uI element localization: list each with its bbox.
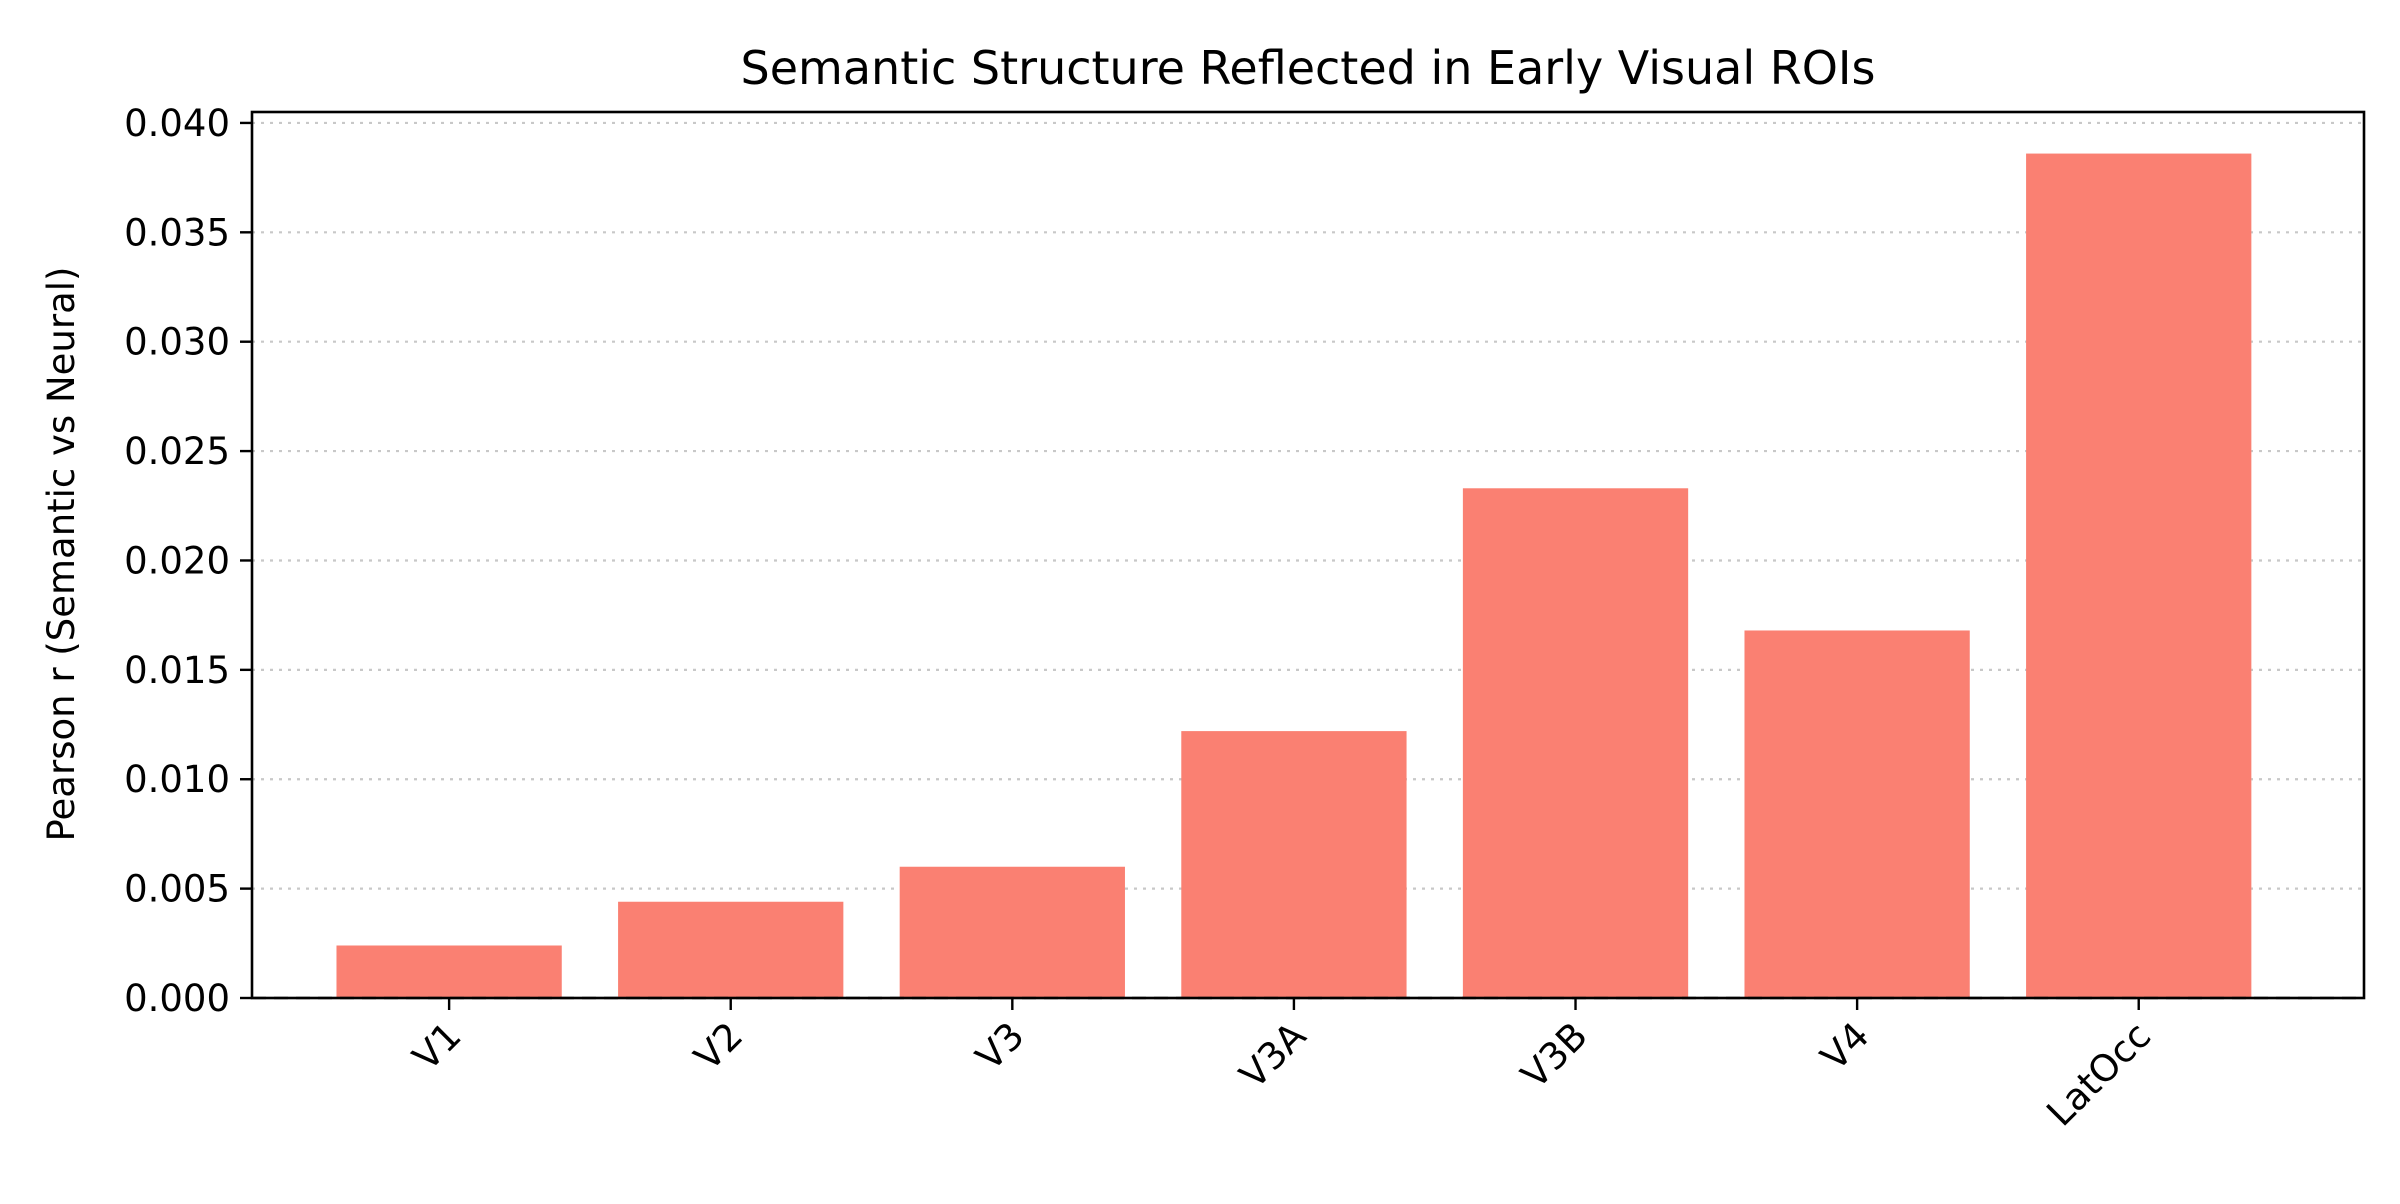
y-tick-label: 0.035 xyxy=(124,211,230,254)
bar-v2 xyxy=(618,901,844,998)
y-tick-label: 0.005 xyxy=(124,868,230,911)
bar-v4 xyxy=(1744,630,1970,998)
y-tick-label: 0.015 xyxy=(124,649,230,692)
x-tick-label: V3 xyxy=(968,1014,1033,1079)
x-tick-label: LatOcc xyxy=(2038,1014,2159,1135)
y-axis-ticks: 0.000 0.005 0.010 0.015 0.020 0.025 0.030 0.035… xyxy=(124,102,252,1020)
bars xyxy=(336,153,2252,998)
y-axis-label: Pearson r (Semantic vs Neural) xyxy=(40,267,83,842)
x-tick-label: V2 xyxy=(686,1014,751,1079)
plot-frame xyxy=(250,110,2366,1000)
x-tick-label: V1 xyxy=(405,1014,470,1079)
x-tick-label: V3B xyxy=(1513,1014,1596,1097)
y-tick-label: 0.010 xyxy=(124,758,230,801)
y-tick-label: 0.040 xyxy=(124,102,230,145)
bar-v3 xyxy=(899,866,1125,998)
x-tick-label: V3A xyxy=(1231,1014,1314,1097)
bar-v3a xyxy=(1181,731,1407,998)
y-tick-label: 0.030 xyxy=(124,321,230,364)
x-axis-ticks: V1 V2 V3 V3A V3B V4 LatOcc xyxy=(405,998,2159,1135)
bar-v1 xyxy=(336,945,562,998)
y-tick-label: 0.020 xyxy=(124,539,230,582)
y-tick-label: 0.000 xyxy=(124,977,230,1020)
bar-v3b xyxy=(1462,488,1689,998)
bar-latocc xyxy=(2026,153,2252,998)
y-tick-label: 0.025 xyxy=(124,430,230,473)
x-tick-label: V4 xyxy=(1813,1014,1878,1079)
chart-title: Semantic Structure Reflected in Early Vi… xyxy=(741,41,1876,95)
